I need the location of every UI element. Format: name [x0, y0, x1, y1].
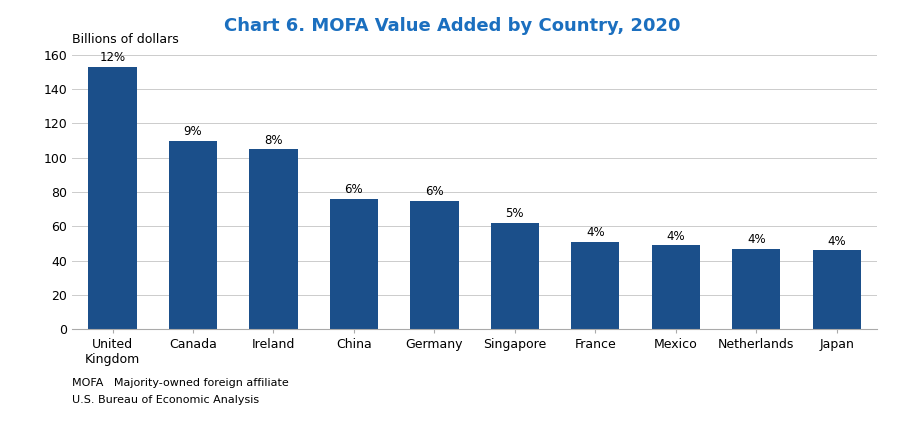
Bar: [88, 67, 136, 329]
Text: 6%: 6%: [344, 183, 363, 196]
Bar: [249, 149, 297, 329]
Text: U.S. Bureau of Economic Analysis: U.S. Bureau of Economic Analysis: [72, 395, 259, 405]
Text: 6%: 6%: [424, 185, 443, 198]
Bar: [651, 245, 699, 329]
Text: 4%: 4%: [746, 233, 765, 246]
Bar: [731, 249, 779, 329]
Bar: [490, 223, 538, 329]
Bar: [169, 141, 217, 329]
Text: MOFA   Majority-owned foreign affiliate: MOFA Majority-owned foreign affiliate: [72, 378, 289, 388]
Text: 4%: 4%: [585, 226, 604, 239]
Text: 9%: 9%: [183, 125, 202, 138]
Text: 5%: 5%: [505, 207, 524, 220]
Text: 4%: 4%: [826, 235, 845, 248]
Text: 8%: 8%: [264, 134, 283, 146]
Text: Billions of dollars: Billions of dollars: [72, 33, 179, 46]
Bar: [812, 250, 860, 329]
Bar: [330, 199, 377, 329]
Bar: [410, 200, 458, 329]
Bar: [571, 242, 619, 329]
Text: 4%: 4%: [666, 230, 684, 243]
Text: 12%: 12%: [99, 51, 126, 64]
Text: Chart 6. MOFA Value Added by Country, 2020: Chart 6. MOFA Value Added by Country, 20…: [224, 17, 679, 35]
